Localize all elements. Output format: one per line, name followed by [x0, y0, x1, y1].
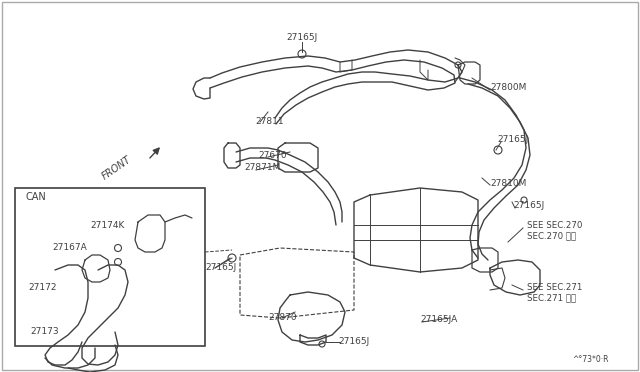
Text: 27173: 27173: [30, 327, 59, 337]
Text: 27871M: 27871M: [244, 164, 280, 173]
Text: 27800M: 27800M: [490, 83, 526, 93]
Text: 27167A: 27167A: [52, 244, 87, 253]
Text: SEE SEC.271: SEE SEC.271: [527, 283, 582, 292]
Text: 27165JA: 27165JA: [420, 315, 457, 324]
Text: 27670: 27670: [258, 151, 287, 160]
Text: SEC.271 参照: SEC.271 参照: [527, 294, 576, 302]
Text: 27165J: 27165J: [205, 263, 236, 273]
Text: 27165J: 27165J: [513, 202, 544, 211]
Text: 27165J: 27165J: [338, 337, 369, 346]
Text: ^°73*0·R: ^°73*0·R: [572, 356, 609, 365]
Text: 27810M: 27810M: [490, 179, 526, 187]
Text: 27870: 27870: [268, 314, 296, 323]
Text: FRONT: FRONT: [100, 154, 133, 182]
Text: 27811: 27811: [255, 118, 284, 126]
Bar: [15, 188, 205, 346]
Text: SEE SEC.270: SEE SEC.270: [527, 221, 582, 231]
Text: 27165J: 27165J: [497, 135, 528, 144]
Text: 27174K: 27174K: [90, 221, 124, 231]
Text: SEC.270 参照: SEC.270 参照: [527, 231, 576, 241]
Text: 27165J: 27165J: [286, 33, 317, 42]
Text: CAN: CAN: [26, 192, 47, 202]
Text: 27172: 27172: [28, 283, 56, 292]
